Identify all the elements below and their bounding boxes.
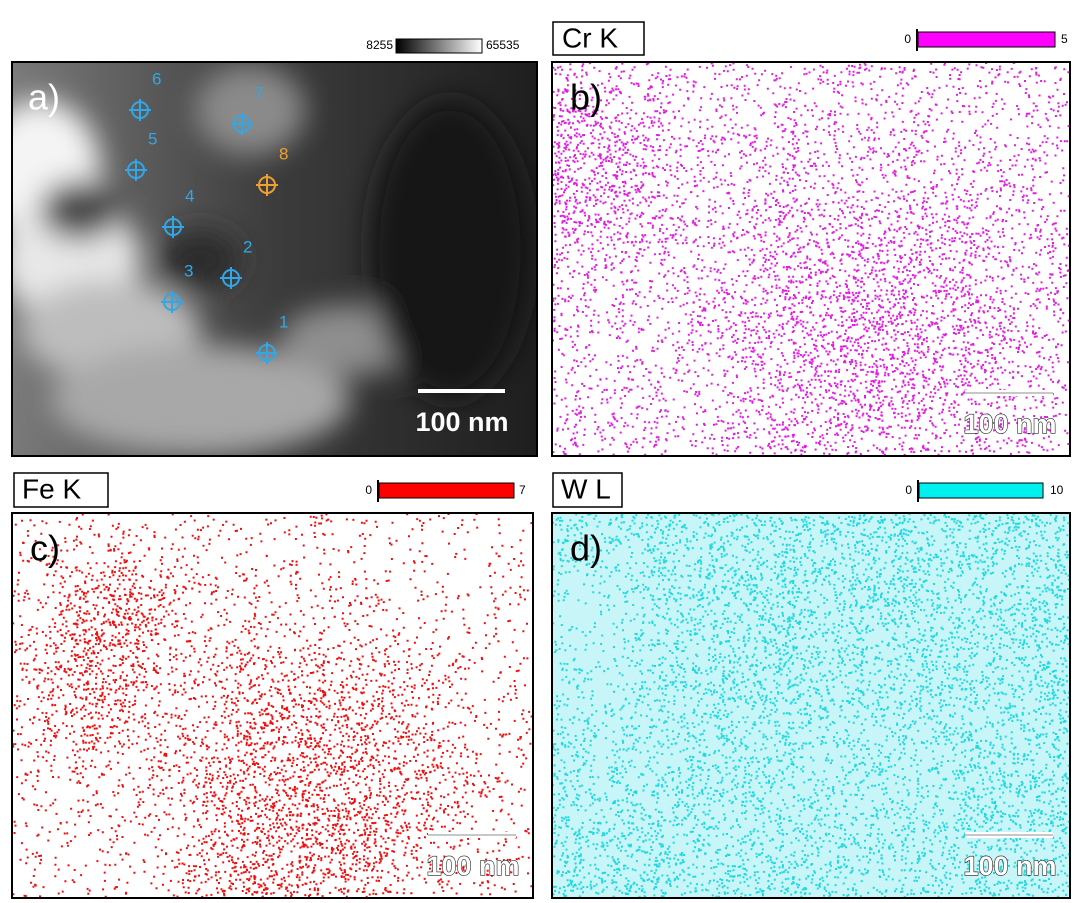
colorbar-min: 0 xyxy=(904,32,911,46)
panel-label: b) xyxy=(570,77,602,118)
marker-label: 8 xyxy=(279,144,288,163)
panel-label: a) xyxy=(28,77,60,118)
marker-label: 3 xyxy=(184,261,193,280)
element-label: Cr K xyxy=(562,22,618,53)
colorbar xyxy=(919,483,1043,498)
panel-label: d) xyxy=(570,528,602,569)
element-label: W L xyxy=(561,473,611,504)
colorbar xyxy=(379,483,514,498)
colorbar-max: 10 xyxy=(1050,483,1064,497)
colorbar xyxy=(918,32,1055,47)
panel-label: c) xyxy=(30,528,60,569)
scale-bar-label: 100 nm xyxy=(426,851,519,881)
colorbar-max: 5 xyxy=(1061,32,1068,46)
figure: a) 100 nm 8255 65535 1 2 3 4 5 6 7 8 Cr K 0 5 F… xyxy=(0,0,1076,903)
colorbar-min: 0 xyxy=(905,483,912,497)
element-map: b) 100 nm xyxy=(552,62,1070,456)
colorbar-min: 0 xyxy=(365,483,372,497)
colorbar-max: 65535 xyxy=(486,38,520,52)
marker-label: 1 xyxy=(279,312,288,331)
colorbar xyxy=(396,39,482,53)
marker-label: 2 xyxy=(243,237,252,256)
colorbar-min: 8255 xyxy=(366,38,393,52)
scale-bar-label: 100 nm xyxy=(963,851,1056,881)
stem-image xyxy=(0,62,537,456)
colorbar-max: 7 xyxy=(519,483,526,497)
element-map: d) 100 nm xyxy=(552,513,1070,898)
element-map: c) 100 nm xyxy=(12,513,533,898)
marker-label: 4 xyxy=(185,186,194,205)
scale-bar-label: 100 nm xyxy=(963,409,1056,439)
marker-label: 6 xyxy=(152,69,161,88)
marker-label: 7 xyxy=(254,83,263,102)
element-label: Fe K xyxy=(22,473,81,504)
marker-label: 5 xyxy=(148,129,157,148)
scale-bar-label: 100 nm xyxy=(415,407,508,437)
